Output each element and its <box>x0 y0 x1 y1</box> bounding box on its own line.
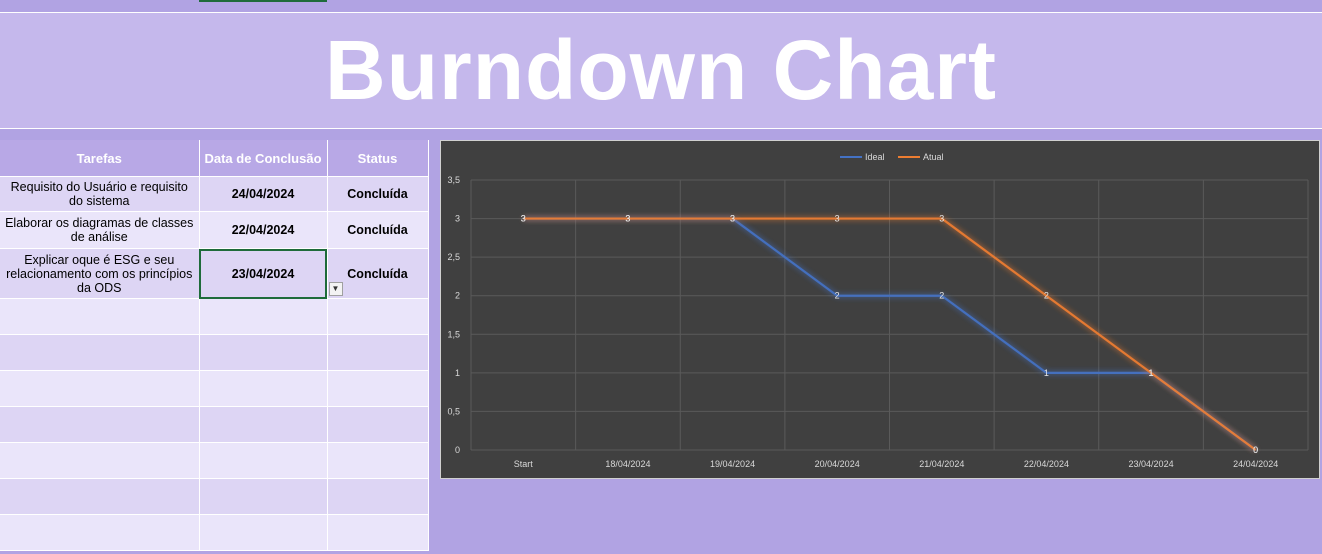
table-row: Elaborar os diagramas de classes de anál… <box>0 211 429 249</box>
data-label: 3 <box>625 214 630 224</box>
empty-row <box>0 478 429 515</box>
data-label: 0 <box>1253 445 1258 455</box>
empty-cell[interactable] <box>0 370 200 407</box>
cell-data-selected[interactable]: 23/04/2024 ▼ <box>199 248 343 299</box>
empty-row <box>0 370 429 407</box>
y-tick-label: 2,5 <box>447 252 460 262</box>
page-title: Burndown Chart <box>325 23 997 117</box>
top-strip <box>0 0 1322 12</box>
x-tick-label: 18/04/2024 <box>605 459 650 469</box>
legend-label: Atual <box>923 152 944 162</box>
data-label: 3 <box>835 214 840 224</box>
data-label: 1 <box>1044 368 1049 378</box>
cell-status[interactable]: Concluída <box>327 211 429 249</box>
chart-grid: 0 0,5 1 1,5 2 2,5 3 3,5 Start 18/04/2024 19/04/202… <box>447 175 1309 469</box>
x-tick-label: 22/04/2024 <box>1024 459 1069 469</box>
x-tick-label: 20/04/2024 <box>815 459 860 469</box>
data-label: 3 <box>521 214 526 224</box>
data-label: 1 <box>1149 368 1154 378</box>
active-sheet-indicator <box>199 0 327 2</box>
y-tick-label: 1 <box>455 368 460 378</box>
dropdown-arrow-icon[interactable]: ▼ <box>328 282 343 296</box>
empty-row <box>0 514 429 551</box>
y-tick-label: 0,5 <box>447 406 460 416</box>
empty-cell[interactable] <box>327 334 429 371</box>
empty-cell[interactable] <box>199 370 328 407</box>
burndown-chart[interactable]: 0 0,5 1 1,5 2 2,5 3 3,5 Start 18/04/2024 19/04/202… <box>440 140 1320 479</box>
y-tick-label: 3,5 <box>447 175 460 185</box>
chart-svg: 0 0,5 1 1,5 2 2,5 3 3,5 Start 18/04/2024 19/04/202… <box>447 152 1309 469</box>
y-tick-label: 0 <box>455 445 460 455</box>
legend-label: Ideal <box>865 152 885 162</box>
empty-row <box>0 334 429 371</box>
empty-cell[interactable] <box>327 514 429 551</box>
empty-cell[interactable] <box>327 370 429 407</box>
x-tick-label: 21/04/2024 <box>919 459 964 469</box>
empty-cell[interactable] <box>327 406 429 443</box>
empty-row <box>0 406 429 443</box>
tasks-table: Tarefas Data de Conclusão Status Requisi… <box>0 140 429 554</box>
cell-data[interactable]: 22/04/2024 <box>199 211 328 249</box>
chart-legend: Ideal Atual <box>840 152 944 162</box>
data-label: 3 <box>521 214 526 224</box>
cell-status[interactable]: Concluída <box>327 248 429 299</box>
empty-row <box>0 442 429 479</box>
data-label: 0 <box>1253 445 1258 455</box>
cell-status[interactable]: Concluída <box>327 176 429 212</box>
chart-series <box>523 217 1257 451</box>
empty-cell[interactable] <box>0 406 200 443</box>
empty-cell[interactable] <box>199 334 328 371</box>
data-label: 2 <box>835 291 840 301</box>
empty-cell[interactable] <box>0 298 200 335</box>
header-status[interactable]: Status <box>327 140 429 177</box>
empty-cell[interactable] <box>199 298 328 335</box>
cell-data-value: 23/04/2024 <box>231 266 295 281</box>
empty-cell[interactable] <box>199 478 328 515</box>
empty-cell[interactable] <box>199 442 328 479</box>
cell-data[interactable]: 24/04/2024 <box>199 176 328 212</box>
title-banner: Burndown Chart <box>0 12 1322 129</box>
x-tick-label: 23/04/2024 <box>1129 459 1174 469</box>
cell-tarefa[interactable]: Requisito do Usuário e requisito do sist… <box>0 176 200 212</box>
x-tick-label: Start <box>514 459 534 469</box>
empty-cell[interactable] <box>327 478 429 515</box>
empty-cell[interactable] <box>0 514 200 551</box>
cell-tarefa[interactable]: Explicar oque é ESG e seu relacionamento… <box>0 248 200 299</box>
y-tick-label: 2 <box>455 291 460 301</box>
data-label: 2 <box>939 291 944 301</box>
data-label: 3 <box>939 214 944 224</box>
empty-cell[interactable] <box>327 442 429 479</box>
data-label: 2 <box>1044 291 1049 301</box>
y-tick-label: 3 <box>455 214 460 224</box>
data-label: 3 <box>625 214 630 224</box>
y-tick-label: 1,5 <box>447 329 460 339</box>
table-row: Requisito do Usuário e requisito do sist… <box>0 176 429 212</box>
data-label: 3 <box>730 214 735 224</box>
x-tick-label: 19/04/2024 <box>710 459 755 469</box>
header-tarefas[interactable]: Tarefas <box>0 140 200 177</box>
empty-cell[interactable] <box>0 334 200 371</box>
empty-cell[interactable] <box>0 442 200 479</box>
empty-cell[interactable] <box>0 478 200 515</box>
empty-cell[interactable] <box>199 514 328 551</box>
header-data-conclusao[interactable]: Data de Conclusão <box>199 140 328 177</box>
series-line-atual <box>523 217 1257 451</box>
table-row: Explicar oque é ESG e seu relacionamento… <box>0 248 429 299</box>
empty-cell[interactable] <box>199 406 328 443</box>
data-label: 3 <box>730 214 735 224</box>
x-tick-label: 24/04/2024 <box>1233 459 1278 469</box>
empty-row <box>0 298 429 335</box>
empty-cell[interactable] <box>327 298 429 335</box>
cell-tarefa[interactable]: Elaborar os diagramas de classes de anál… <box>0 211 200 249</box>
data-label: 1 <box>1149 368 1154 378</box>
